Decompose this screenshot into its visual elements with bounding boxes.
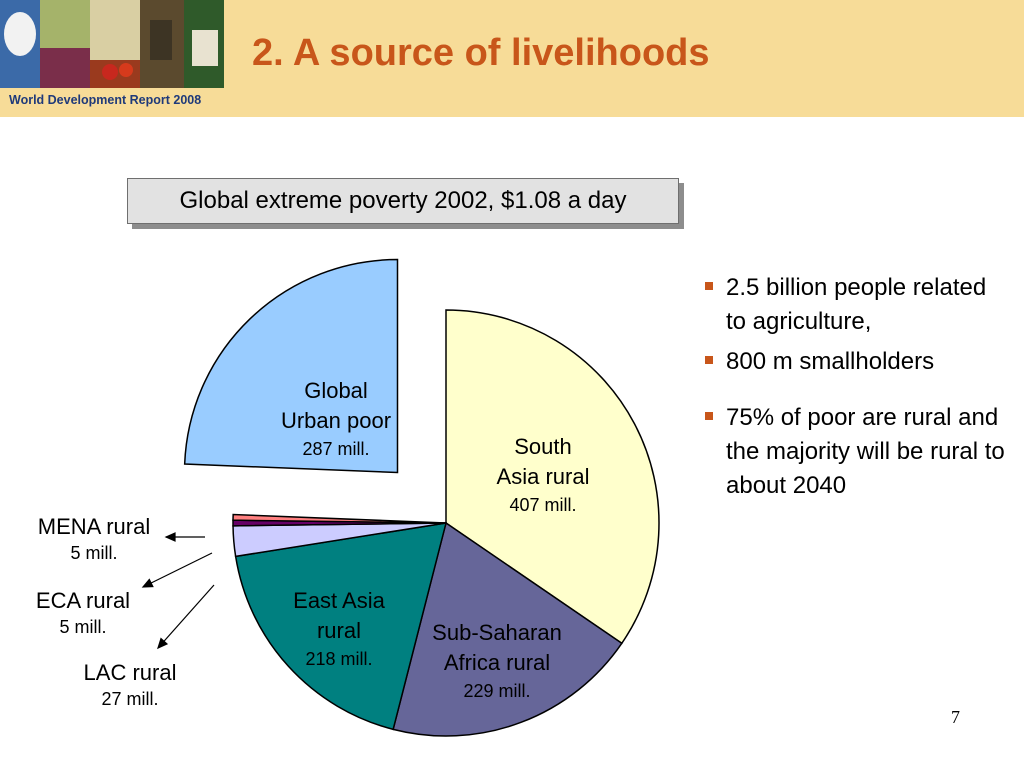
mena-leader-arrow: [164, 532, 205, 542]
slice-label-urban-poor: Global Urban poor 287 mill.: [280, 378, 392, 459]
lac-leader-arrow: [157, 584, 215, 650]
slice-label-south-asia: South Asia rural 407 mill.: [496, 434, 590, 515]
eca-leader-arrow: [141, 552, 213, 588]
header-banner: World Development Report 2008 2. A sourc…: [0, 0, 1024, 117]
bullet-marker-icon: [705, 356, 713, 364]
page-number: 7: [951, 707, 960, 727]
slice-label-sub-saharan: Sub-Saharan Africa rural 229 mill.: [432, 620, 562, 701]
bullet-item: 800 m smallholders: [705, 345, 1005, 379]
pie-slice-mena-rural: [232, 513, 447, 524]
bullet-item: 75% of poor are rural and the majority w…: [705, 401, 1005, 503]
bullet-list: 2.5 billion people related to agricultur…: [705, 271, 1005, 503]
bullet-item: 2.5 billion people related to agricultur…: [705, 271, 1005, 339]
slice-label-east-asia: East Asia rural 218 mill.: [293, 588, 385, 669]
pie-slice-global-urban-poor: [183, 258, 399, 474]
chart-title-box: Global extreme poverty 2002, $1.08 a day: [127, 178, 679, 224]
slide-title: 2. A source of livelihoods: [252, 32, 710, 74]
report-name: World Development Report 2008: [9, 93, 202, 107]
pie-slice-south-asia-rural: [445, 309, 660, 645]
bullet-marker-icon: [705, 412, 713, 420]
pie-slice-sub-saharan-africa-rural: [392, 521, 623, 737]
pie-slice-east-asia-rural: [234, 522, 448, 731]
chart-title: Global extreme poverty 2002, $1.08 a day: [179, 187, 627, 214]
photo-collage-image: [0, 0, 224, 88]
slice-label-mena: MENA rural 5 mill.: [37, 514, 151, 563]
slice-label-lac: LAC rural 27 mill.: [83, 660, 177, 709]
slice-label-eca: ECA rural 5 mill.: [35, 588, 131, 637]
bullet-marker-icon: [705, 282, 713, 290]
